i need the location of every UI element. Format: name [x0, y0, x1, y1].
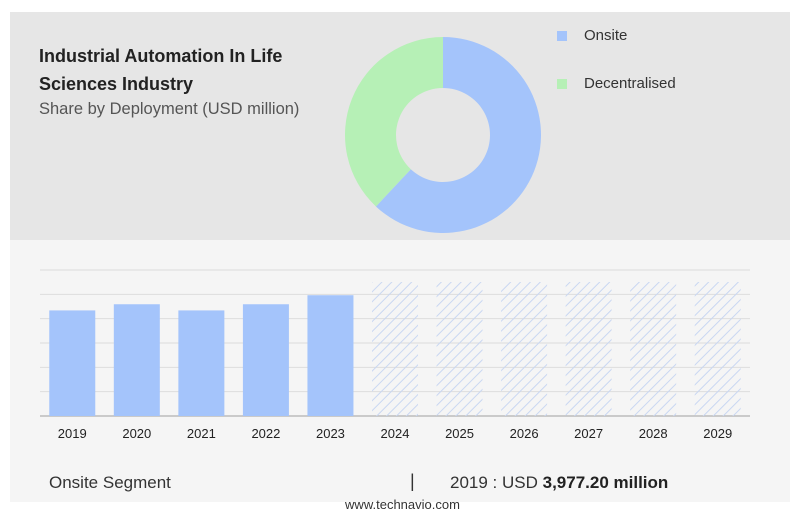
legend-swatch-decentralised — [557, 79, 567, 89]
donut-slice-onsite — [375, 37, 541, 233]
forecast-bar-2029 — [694, 282, 741, 416]
chart-subtitle: Share by Deployment (USD million) — [39, 100, 300, 118]
bar-2019 — [49, 310, 96, 416]
forecast-bar-2026 — [501, 282, 548, 416]
x-tick-label: 2022 — [251, 426, 280, 441]
x-tick-label: 2026 — [510, 426, 539, 441]
segment-value-amount: 3,977.20 million — [542, 473, 669, 492]
forecast-bar-2028 — [630, 282, 677, 416]
segment-label: Onsite Segment — [49, 473, 171, 492]
x-tick-label: 2020 — [122, 426, 151, 441]
x-tick-label: 2024 — [381, 426, 410, 441]
segment-year-prefix: 2019 : USD — [450, 473, 538, 492]
legend-label-decentralised: Decentralised — [584, 75, 676, 92]
footer-separator: | — [410, 471, 415, 491]
x-tick-label: 2019 — [58, 426, 87, 441]
forecast-bar-2027 — [565, 282, 612, 416]
forecast-bar-2025 — [436, 282, 483, 416]
chart-title: Industrial Automation In Life Sciences I… — [39, 46, 283, 94]
segment-value: 2019 : USD 3,977.20 million — [450, 473, 668, 493]
legend-swatch-onsite — [557, 31, 567, 41]
donut-slice-decentralised — [345, 37, 443, 207]
bar-2023 — [307, 295, 354, 416]
source-link[interactable]: www.technavio.com — [345, 497, 460, 512]
legend-label-onsite: Onsite — [584, 27, 628, 44]
x-tick-label: 2023 — [316, 426, 345, 441]
bar-2022 — [242, 304, 289, 416]
bar-2021 — [178, 310, 225, 416]
x-tick-label: 2021 — [187, 426, 216, 441]
x-tick-label: 2027 — [574, 426, 603, 441]
donut-chart — [345, 37, 541, 233]
forecast-bar-2024 — [372, 282, 418, 416]
x-tick-label: 2029 — [703, 426, 732, 441]
x-tick-label: 2028 — [639, 426, 668, 441]
x-tick-label: 2025 — [445, 426, 474, 441]
bar-2020 — [113, 304, 160, 416]
